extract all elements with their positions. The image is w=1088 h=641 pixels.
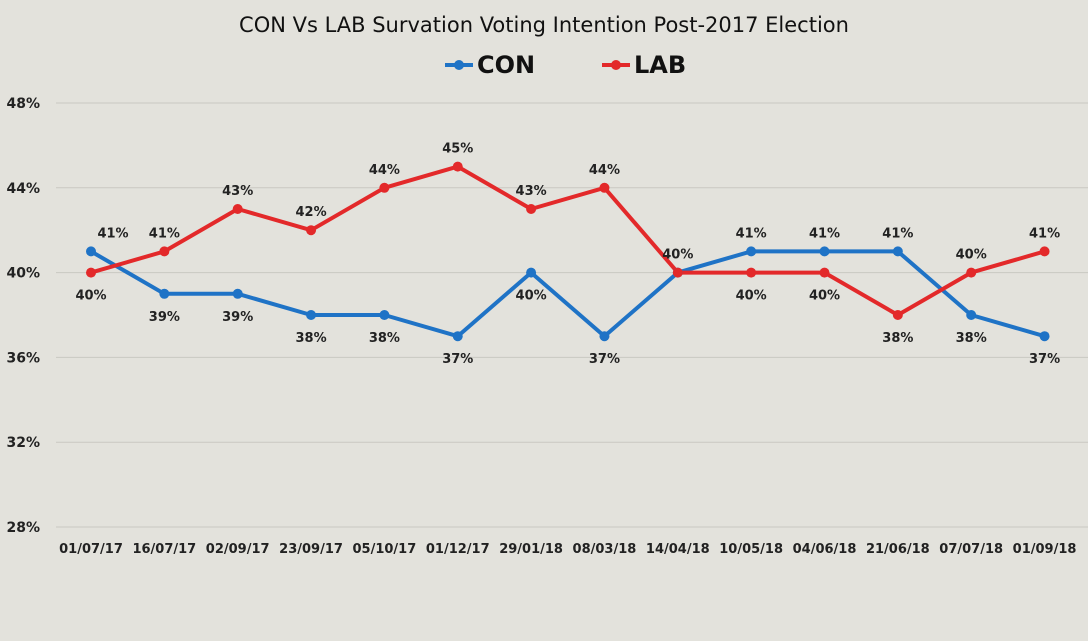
point-lab (526, 204, 537, 214)
data-label-con: 38% (956, 331, 987, 346)
data-label-lab: 40% (809, 289, 840, 304)
legend-label-lab: LAB (634, 51, 686, 79)
point-con (746, 246, 757, 257)
y-tick-label: 28% (6, 520, 40, 536)
data-label-con: 41% (736, 226, 767, 241)
legend-marker-lab (611, 60, 621, 70)
point-lab (819, 267, 830, 278)
point-lab (159, 246, 170, 257)
data-points (86, 161, 1050, 342)
point-con (599, 331, 610, 342)
series-lines (89, 164, 1046, 339)
x-tick-label: 16/07/17 (132, 542, 196, 557)
x-tick-label: 07/07/18 (939, 542, 1003, 557)
data-label-con: 39% (149, 310, 180, 325)
point-con (232, 288, 243, 299)
x-tick-label: 23/09/17 (279, 542, 343, 557)
point-con (1039, 331, 1050, 342)
point-lab (306, 225, 317, 236)
data-label-lab: 40% (736, 289, 767, 304)
point-con (306, 310, 317, 320)
data-labels: 41% 39% 39% 38% 38% 37% 40% 37% 40% 41% 41% 41% 38% 3… (75, 142, 1060, 368)
data-label-lab: 43% (516, 184, 547, 199)
data-label-con: 41% (882, 226, 913, 241)
x-tick-label: 04/06/18 (793, 542, 857, 557)
point-lab (86, 267, 96, 278)
data-label-lab: 38% (882, 331, 913, 346)
data-label-con: 38% (295, 331, 326, 346)
y-tick-label: 44% (6, 181, 40, 197)
x-axis-ticks: 01/07/17 16/07/17 02/09/17 23/09/17 05/10/17… (59, 542, 1076, 557)
data-label-con: 40% (662, 248, 693, 263)
x-tick-label: 08/03/18 (573, 542, 637, 557)
point-con (86, 246, 96, 257)
x-tick-label: 14/04/18 (646, 542, 710, 557)
x-tick-label: 01/12/17 (426, 542, 490, 557)
point-lab (232, 204, 243, 214)
gridlines (56, 102, 1088, 528)
point-lab (966, 267, 977, 278)
x-tick-label: 02/09/17 (206, 542, 270, 557)
data-label-con: 37% (589, 352, 620, 367)
y-tick-label: 36% (6, 350, 40, 366)
point-lab (452, 161, 463, 172)
y-axis-ticks: 28% 32% 36% 40% 44% 48% (6, 96, 40, 536)
legend: CON LAB (445, 51, 686, 79)
point-lab (599, 182, 610, 193)
data-label-lab: 40% (75, 289, 106, 304)
point-con (892, 246, 903, 257)
data-label-lab: 44% (369, 163, 400, 178)
point-con (966, 310, 977, 320)
point-con (379, 310, 390, 320)
x-tick-label: 01/09/18 (1013, 542, 1077, 557)
data-label-lab: 42% (295, 205, 326, 220)
data-label-lab: 44% (589, 163, 620, 178)
point-lab (1039, 246, 1050, 257)
point-con (452, 331, 463, 342)
data-label-con: 38% (369, 331, 400, 346)
point-lab (379, 182, 390, 193)
y-tick-label: 40% (6, 266, 40, 282)
point-lab (746, 267, 757, 278)
series-line-lab (90, 164, 1046, 317)
data-label-con: 40% (516, 289, 547, 304)
data-label-lab: 41% (149, 226, 180, 241)
data-label-lab: 41% (1029, 226, 1060, 241)
data-label-lab: 43% (222, 184, 253, 199)
x-tick-label: 29/01/18 (499, 542, 563, 557)
data-label-con: 37% (442, 352, 473, 367)
series-line-con (89, 249, 1046, 339)
data-label-lab: 40% (956, 248, 987, 263)
chart-title: CON Vs LAB Survation Voting Intention Po… (239, 13, 849, 37)
y-tick-label: 48% (6, 96, 40, 112)
x-tick-label: 05/10/17 (353, 542, 417, 557)
x-tick-label: 10/05/18 (719, 542, 783, 557)
point-lab (892, 310, 903, 320)
x-tick-label: 21/06/18 (866, 542, 930, 557)
data-label-con: 41% (97, 226, 128, 241)
x-tick-label: 01/07/17 (59, 542, 123, 557)
legend-marker-con (454, 60, 464, 70)
data-label-lab: 45% (442, 142, 473, 157)
point-con (819, 246, 830, 257)
legend-label-con: CON (477, 51, 535, 79)
point-lab (672, 267, 683, 278)
data-label-con: 37% (1029, 352, 1060, 367)
y-tick-label: 32% (6, 435, 40, 451)
point-con (526, 267, 537, 278)
data-label-con: 41% (809, 226, 840, 241)
data-label-con: 39% (222, 310, 253, 325)
point-con (159, 288, 170, 299)
